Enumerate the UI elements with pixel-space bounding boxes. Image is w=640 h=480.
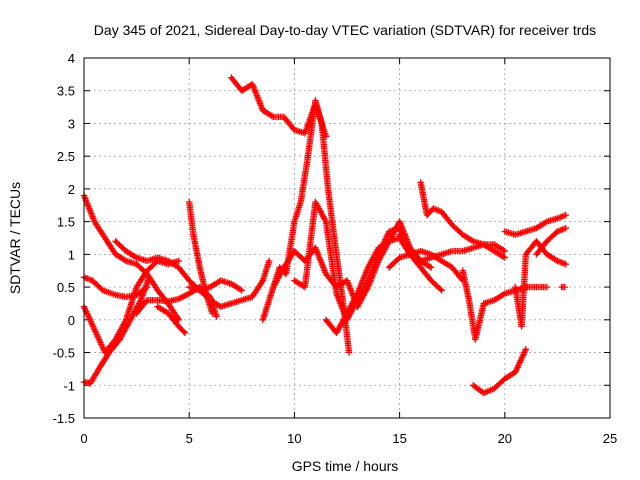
y-tick-label: 0.5 [57,280,75,295]
y-tick-label: 2 [68,182,75,197]
y-tick-label: 0 [68,313,75,328]
series-markers [154,303,189,337]
y-axis-label: SDTVAR / TECUs [7,182,23,294]
y-tick-label: 3 [68,116,75,131]
series-markers [80,274,153,387]
y-tick-label: -0.5 [53,346,75,361]
series-arc24 [558,283,568,291]
x-tick-label: 10 [287,431,301,446]
gridlines [83,57,611,419]
y-tick-label: 3.5 [57,84,75,99]
series-markers [459,267,551,343]
series-markers [533,225,569,258]
chart-title: Day 345 of 2021, Sidereal Day-to-day VTE… [94,22,596,38]
series-arc20 [470,346,529,397]
series-arc23 [533,225,569,258]
x-tick-label: 20 [498,431,512,446]
axis-ticks [83,57,611,419]
series-markers [512,238,569,330]
x-tick-label: 5 [186,431,193,446]
series-arc18 [396,231,508,265]
y-tick-label: 2.5 [57,149,75,164]
x-tick-label: 25 [603,431,617,446]
series-markers [470,346,529,397]
series-arc7 [154,303,189,337]
series-markers [501,211,569,238]
x-axis-label: GPS time / hours [292,458,399,474]
y-tick-label: 1 [68,247,75,262]
y-tick-label: 4 [68,51,75,66]
plot-frame [83,57,611,419]
y-tick-labels: -1.5 -1 -0.5 0 0.5 1 1.5 2 2.5 3 3.5 4 [53,51,75,426]
y-tick-label: -1.5 [53,411,75,426]
series-arc5 [112,238,245,294]
x-tick-labels: 0 5 10 15 20 25 [80,431,617,446]
series-arc22 [512,238,569,330]
y-tick-label: -1 [63,378,75,393]
series-arc19 [459,267,551,343]
series-markers [558,283,568,291]
series-arc4 [80,257,182,356]
data-series [80,74,569,397]
series-markers [396,231,508,265]
x-tick-label: 15 [392,431,406,446]
y-tick-label: 1.5 [57,215,75,230]
series-markers [112,238,245,294]
series-markers [80,257,182,356]
x-tick-label: 0 [80,431,87,446]
series-arc9 [186,257,273,310]
series-arc3 [80,274,153,387]
series-markers [186,257,273,310]
series-arc21 [501,211,569,238]
